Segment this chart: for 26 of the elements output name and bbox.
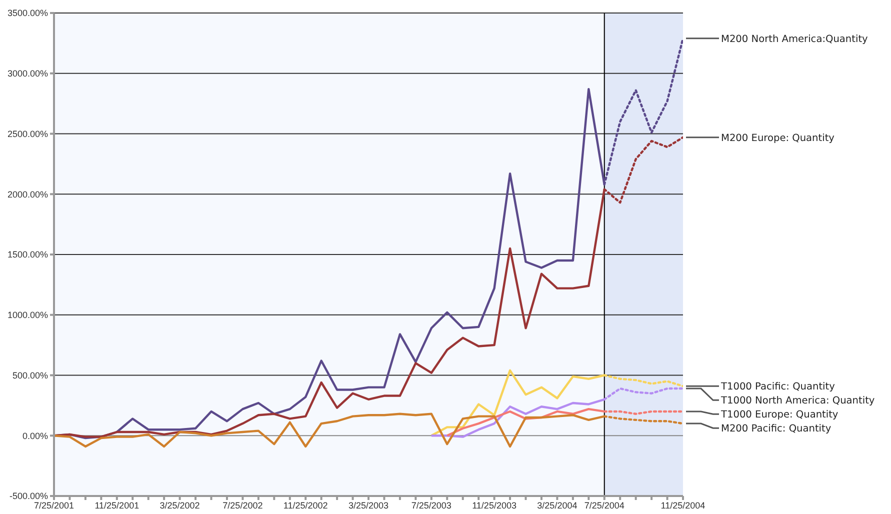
x-tick-label: 11/25/2001 (94, 500, 140, 510)
text: M200 Europe: Quantity (721, 132, 835, 144)
x-tick-label: 7/25/2001 (34, 500, 74, 510)
y-tick-label: 2000.00% (7, 189, 48, 200)
y-tick-label: 1500.00% (7, 250, 48, 260)
y-tick-label: 0.00% (22, 430, 48, 441)
y-tick-label: 3000.00% (7, 68, 48, 79)
text: T1000 North America: Quantity (720, 396, 875, 407)
y-tick-label: 3500.00% (7, 8, 48, 18)
x-tick-label: 3/25/2002 (160, 500, 200, 510)
y-tick-label: 2500.00% (7, 128, 48, 139)
x-tick-label: 7/25/2004 (584, 500, 624, 510)
y-tick-label: 1000.00% (7, 310, 48, 320)
text: T1000 Europe: Quantity (720, 410, 838, 421)
x-tick-label: 3/25/2004 (537, 500, 578, 510)
x-tick-label: 7/25/2003 (411, 500, 452, 510)
text: M200 North America:Quantity (721, 34, 868, 45)
x-tick-label: 11/25/2003 (472, 500, 516, 510)
x-tick-label: 11/25/2004 (660, 500, 706, 510)
y-tick-label: 500.00% (12, 370, 48, 380)
y-tick-label: -500.00% (9, 491, 48, 502)
x-tick-label: 7/25/2002 (222, 500, 263, 510)
x-tick-label: 3/25/2003 (348, 500, 389, 510)
text: M200 Pacific: Quantity (721, 424, 832, 435)
x-tick-label: 11/25/2002 (283, 500, 328, 510)
text: T1000 Pacific: Quantity (720, 382, 836, 393)
